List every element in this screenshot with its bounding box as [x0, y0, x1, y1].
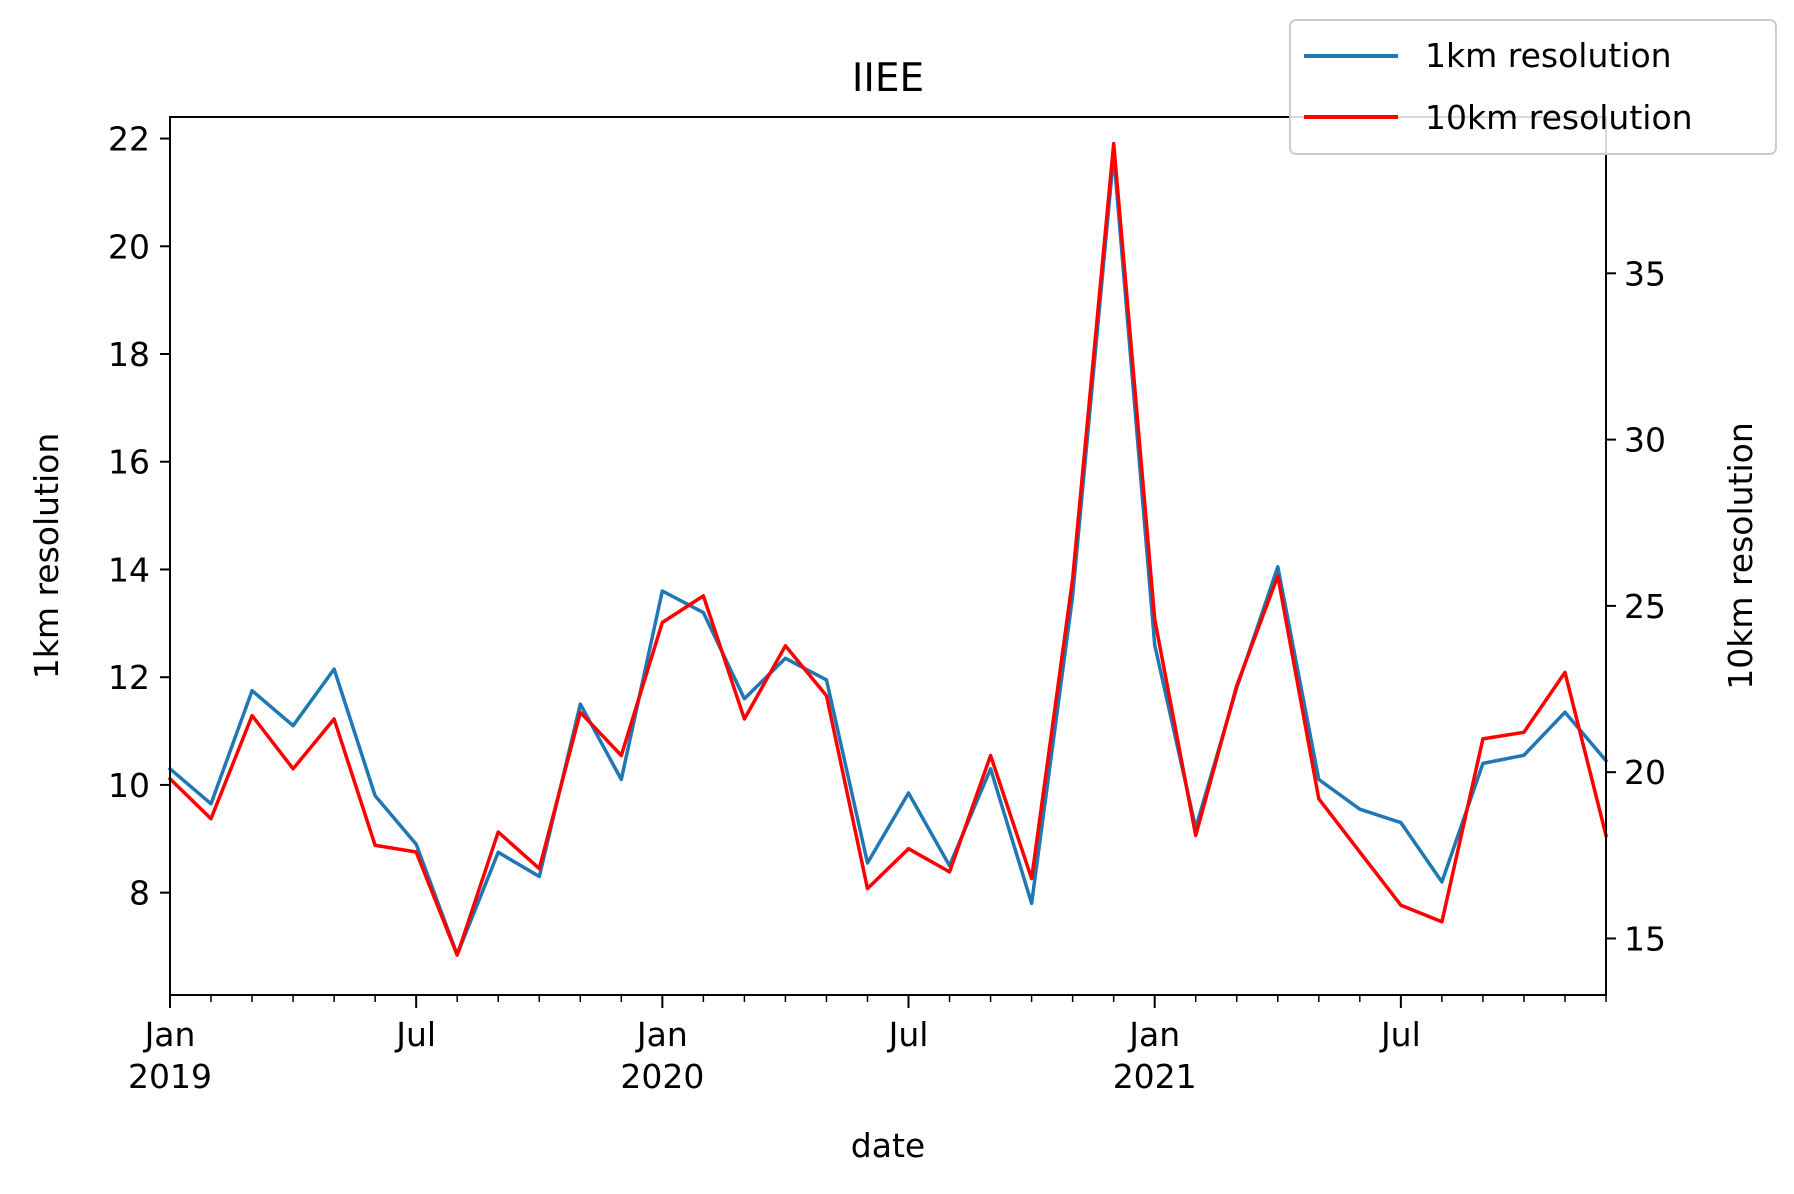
y2-tick-label: 30	[1624, 421, 1666, 460]
x-tick-month: Jan	[143, 1015, 196, 1054]
y2-axis-label: 10km resolution	[1721, 422, 1760, 690]
y-tick-label: 8	[129, 874, 150, 913]
chart-title: IIEE	[852, 56, 924, 101]
legend: 1km resolution 10km resolution	[1289, 19, 1777, 155]
x-tick-month: Jul	[394, 1015, 436, 1054]
x-axis-label: date	[851, 1126, 925, 1165]
y2-tick-label: 15	[1624, 919, 1666, 958]
plot-frame	[169, 116, 1607, 996]
y-tick-label: 20	[108, 227, 150, 266]
x-tick-year: 2021	[1113, 1057, 1197, 1096]
series-layer	[167, 141, 1609, 957]
y-tick-label: 12	[108, 658, 150, 697]
x-tick-month: Jan	[1127, 1015, 1180, 1054]
series-line-10km	[167, 141, 1609, 957]
x-tick-year: 2020	[620, 1057, 704, 1096]
plot-area	[170, 117, 1606, 995]
series-line-1km	[167, 152, 1609, 957]
x-tick-month: Jul	[1379, 1015, 1421, 1054]
y-tick-label: 18	[108, 335, 150, 374]
y-tick-label: 16	[108, 443, 150, 482]
y-axis-label: 1km resolution	[27, 433, 66, 680]
y-tick-label: 10	[108, 766, 150, 805]
left-axis: 8 10 12 14 16 18 20 22	[108, 120, 170, 913]
x-tick-month: Jan	[635, 1015, 688, 1054]
legend-label-10km: 10km resolution	[1425, 98, 1693, 137]
y2-tick-label: 35	[1624, 254, 1666, 293]
y-tick-label: 22	[108, 120, 150, 159]
legend-box	[1289, 19, 1777, 155]
legend-label-1km: 1km resolution	[1425, 36, 1672, 75]
y-tick-label: 14	[108, 550, 150, 589]
x-tick-month: Jul	[887, 1015, 929, 1054]
right-axis: 15 20 25 30 35	[1606, 254, 1666, 958]
y2-tick-label: 25	[1624, 587, 1666, 626]
x-tick-year: 2019	[128, 1057, 212, 1096]
y2-tick-label: 20	[1624, 753, 1666, 792]
